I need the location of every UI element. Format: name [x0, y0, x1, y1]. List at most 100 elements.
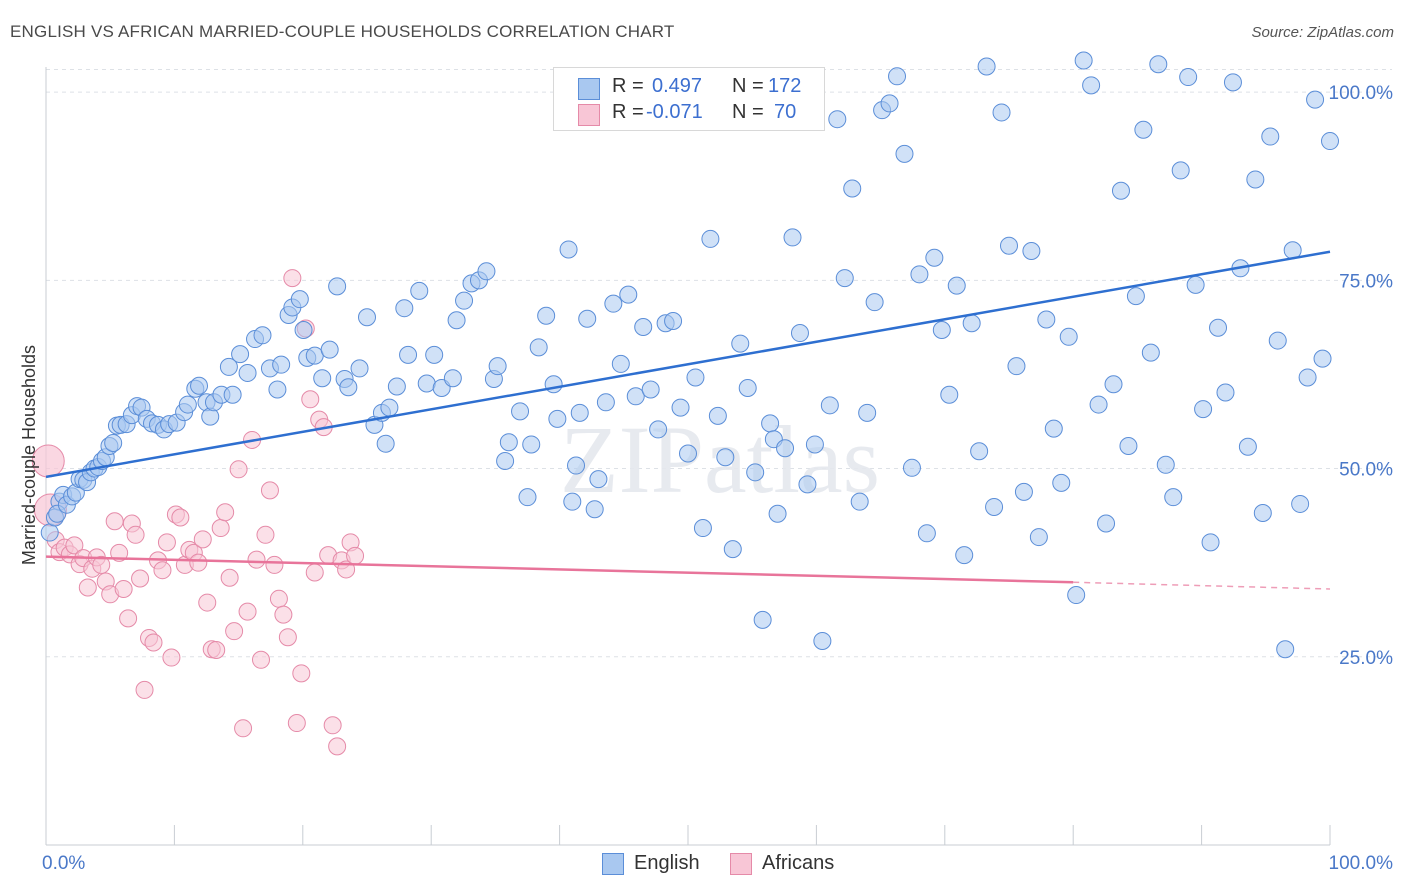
data-point — [850, 492, 869, 511]
data-point — [805, 435, 824, 454]
data-point — [611, 354, 630, 373]
data-point — [1119, 436, 1138, 455]
data-point — [1223, 73, 1242, 92]
data-point — [104, 433, 123, 452]
data-point — [813, 631, 832, 650]
data-point — [947, 276, 966, 295]
data-point — [1238, 437, 1257, 456]
data-point — [269, 589, 288, 608]
data-point — [820, 396, 839, 415]
data-point — [888, 67, 907, 86]
english-trend-line — [45, 250, 1331, 479]
data-point — [131, 569, 150, 588]
data-point — [790, 324, 809, 343]
data-point — [1268, 331, 1287, 350]
data-point — [320, 340, 339, 359]
data-point — [511, 402, 530, 421]
data-point — [313, 369, 332, 388]
data-point — [932, 321, 951, 340]
data-point — [323, 716, 342, 735]
data-point — [265, 555, 284, 574]
data-point — [865, 293, 884, 312]
data-point — [1141, 343, 1160, 362]
data-point — [567, 456, 586, 475]
n-label: N = — [732, 75, 764, 97]
data-point — [346, 546, 365, 565]
data-point — [1022, 241, 1041, 260]
data-point — [962, 314, 981, 333]
data-point — [828, 110, 847, 129]
data-point — [443, 369, 462, 388]
data-point — [776, 439, 795, 458]
y-tick-label: 75.0% — [1339, 271, 1393, 292]
data-point — [731, 334, 750, 353]
data-point — [358, 308, 376, 327]
data-point — [40, 523, 59, 542]
data-point — [256, 525, 275, 544]
data-point — [410, 281, 429, 300]
data-point — [157, 533, 176, 552]
data-point — [1246, 170, 1265, 189]
data-point — [1104, 375, 1123, 394]
data-point — [144, 633, 163, 652]
data-point — [292, 664, 311, 683]
x-tick-label: 100.0% — [1329, 853, 1394, 874]
english-label: English — [634, 852, 700, 874]
data-point — [1171, 161, 1190, 180]
data-point — [753, 610, 772, 629]
africans-swatch — [730, 853, 752, 875]
english-swatch — [578, 78, 600, 100]
data-point — [1291, 494, 1310, 513]
data-point — [417, 374, 436, 393]
data-point — [671, 398, 690, 417]
data-point — [664, 311, 683, 330]
data-point — [1194, 400, 1213, 419]
data-point — [290, 290, 309, 309]
data-point — [858, 403, 877, 422]
data-point — [708, 406, 727, 425]
data-point — [178, 395, 197, 414]
data-point — [604, 294, 623, 313]
data-point — [768, 504, 787, 523]
data-point — [626, 387, 645, 406]
africans-swatch — [578, 104, 600, 126]
data-point — [238, 602, 257, 621]
y-axis-title: Married-couple Households — [19, 345, 39, 565]
data-point — [247, 550, 266, 569]
data-point — [496, 452, 515, 471]
data-point — [559, 240, 578, 259]
data-point — [917, 524, 936, 543]
n-label: N = — [732, 101, 764, 123]
data-point — [1186, 275, 1205, 294]
r-label: R = — [612, 101, 644, 123]
data-point — [1044, 419, 1063, 438]
data-point — [395, 299, 414, 318]
data-point — [992, 103, 1011, 122]
data-point — [211, 519, 230, 538]
data-point — [835, 269, 854, 288]
data-point — [1313, 349, 1332, 368]
data-point — [301, 390, 320, 409]
data-point — [955, 546, 974, 565]
english-swatch — [602, 853, 624, 875]
data-point — [985, 497, 1004, 516]
source-credit: Source: ZipAtlas.com — [1251, 24, 1394, 41]
data-point — [1209, 318, 1228, 337]
data-point — [193, 530, 212, 549]
data-point — [522, 435, 541, 454]
data-point — [1306, 90, 1325, 109]
data-point — [783, 228, 802, 247]
data-point — [272, 355, 291, 374]
data-point — [328, 737, 347, 756]
data-point — [126, 525, 145, 544]
r-value: 0.497 — [652, 75, 703, 97]
data-point — [1149, 55, 1168, 74]
grid-lines — [46, 69, 1392, 658]
stats-legend: R = 0.497 N = 172 R = -0.071 N = 70 — [553, 67, 825, 131]
data-point — [1164, 488, 1183, 507]
data-point — [1276, 640, 1295, 659]
data-point — [251, 650, 270, 669]
r-value: -0.071 — [646, 101, 703, 123]
data-point — [843, 179, 862, 198]
